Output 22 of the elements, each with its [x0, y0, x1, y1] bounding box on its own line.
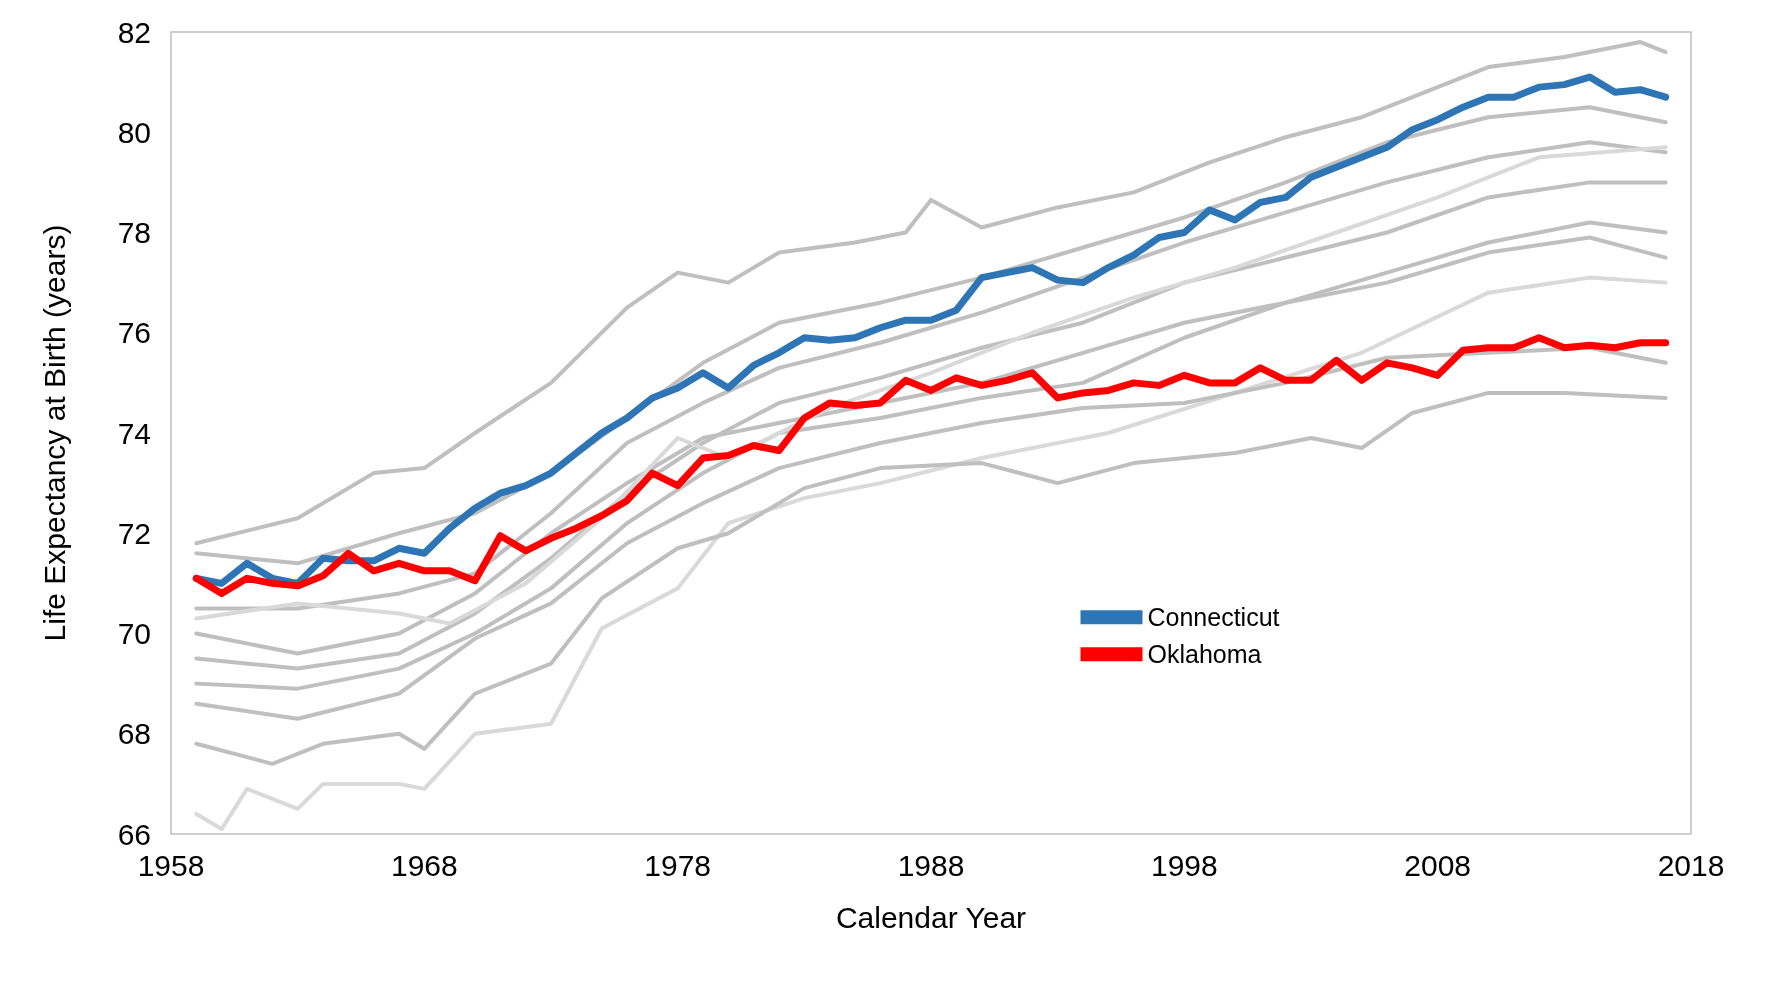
x-tick-label: 1998 — [1150, 848, 1218, 882]
y-tick-label: 80 — [117, 115, 151, 149]
legend-label: Connecticut — [1147, 603, 1280, 632]
y-axis-title: Life Expectancy at Birth (years) — [37, 224, 71, 642]
y-tick-label: 68 — [117, 717, 151, 751]
line-series — [194, 390, 1668, 766]
x-tick-label: 2008 — [1404, 848, 1472, 882]
x-tick-label: 1978 — [644, 848, 712, 882]
legend-label: Oklahoma — [1147, 640, 1262, 669]
y-tick-label: 82 — [117, 15, 151, 49]
x-tick-label: 1988 — [897, 848, 965, 882]
y-tick-label: 70 — [117, 617, 151, 650]
line-series — [194, 275, 1668, 831]
x-tick-label: 1968 — [390, 848, 458, 882]
y-tick-label: 76 — [117, 316, 151, 350]
y-tick-label: 74 — [117, 416, 151, 450]
y-tick-label: 66 — [117, 817, 151, 851]
x-axis-title: Calendar Year — [835, 900, 1027, 934]
x-tick-label: 2018 — [1657, 848, 1725, 882]
y-tick-label: 78 — [117, 216, 151, 249]
y-tick-label: 72 — [117, 516, 151, 550]
x-tick-label: 1958 — [137, 848, 205, 882]
